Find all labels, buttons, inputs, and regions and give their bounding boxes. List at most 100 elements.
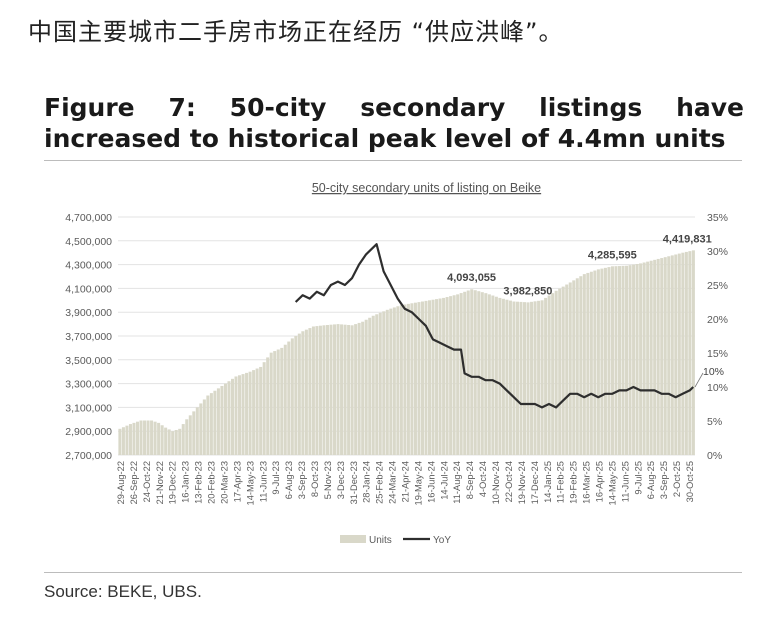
units-bar	[350, 325, 354, 455]
x-tick-label: 13-Feb-23	[194, 461, 204, 504]
units-bar	[128, 424, 132, 455]
x-tick-label: 6-Aug-23	[284, 461, 294, 499]
data-label: 4,093,055	[447, 272, 496, 284]
x-tick-label: 5-Nov-23	[323, 461, 333, 499]
page-headline: 中国主要城市二手房市场正在经历 “供应洪峰”。	[28, 18, 564, 46]
units-bar	[238, 375, 242, 455]
units-bar	[667, 256, 671, 455]
units-bar	[526, 302, 530, 455]
units-bar	[178, 428, 182, 455]
units-bar	[315, 326, 319, 455]
x-tick-label: 14-May-25	[607, 461, 617, 505]
units-bar	[294, 336, 298, 455]
units-bar	[530, 301, 534, 455]
units-bar	[452, 295, 456, 455]
units-bar	[642, 262, 646, 455]
data-label: 4,419,831	[663, 233, 712, 245]
y-tick-label: 3,500,000	[65, 355, 112, 367]
units-bar	[470, 289, 474, 455]
units-bar	[199, 403, 203, 455]
units-bar	[125, 425, 129, 455]
units-bar	[347, 324, 351, 455]
x-tick-label: 24-Oct-22	[142, 461, 152, 502]
units-bar	[269, 352, 273, 455]
units-bar	[582, 274, 586, 455]
x-tick-label: 8-Sep-24	[465, 461, 475, 499]
units-bar	[213, 390, 217, 455]
units-bar	[417, 302, 421, 455]
source-divider	[44, 572, 742, 573]
units-bar	[276, 349, 280, 455]
y2-tick-label: 25%	[707, 280, 728, 292]
units-bar	[230, 378, 235, 455]
units-bar	[297, 333, 301, 455]
units-bar	[614, 266, 618, 455]
y-tick-label: 3,900,000	[65, 307, 112, 319]
units-bar	[625, 265, 629, 455]
units-bar	[501, 298, 505, 455]
x-tick-label: 4-Oct-24	[478, 461, 488, 497]
units-bar	[371, 315, 375, 455]
figure-title: Figure 7: 50-city secondary listings hav…	[44, 93, 744, 153]
units-bar	[445, 297, 449, 455]
units-bar	[290, 338, 294, 455]
units-bar	[220, 385, 224, 455]
units-bar	[143, 420, 147, 455]
data-label: 3,982,850	[503, 285, 552, 297]
units-bar	[146, 420, 150, 455]
units-bar	[449, 296, 453, 455]
units-bar	[336, 324, 340, 455]
legend-units-label: Units	[369, 535, 392, 546]
units-bar	[329, 324, 333, 455]
units-bar	[596, 269, 600, 455]
units-bar	[132, 422, 136, 455]
x-tick-label: 30-Oct-25	[685, 461, 695, 502]
units-bar	[424, 300, 428, 455]
data-label: 4,285,595	[588, 249, 637, 261]
units-bar	[340, 324, 344, 455]
x-tick-label: 11-Feb-25	[556, 461, 566, 503]
units-bar	[171, 431, 175, 455]
units-bar	[635, 264, 639, 455]
x-tick-label: 3-Sep-23	[297, 461, 307, 499]
units-bar	[273, 351, 277, 455]
units-bar	[357, 322, 361, 455]
y-tick-label: 4,300,000	[65, 260, 112, 272]
yoy-marker-leader	[694, 372, 704, 388]
x-tick-label: 21-Nov-22	[155, 461, 165, 504]
units-bar	[442, 297, 446, 455]
units-bar	[551, 293, 555, 455]
units-bar	[505, 299, 509, 455]
units-bar	[593, 270, 597, 455]
units-bar	[681, 252, 685, 455]
units-bar	[121, 427, 125, 455]
units-bar	[420, 301, 424, 455]
units-bar	[537, 300, 541, 455]
x-tick-label: 26-Sep-22	[129, 461, 139, 504]
yoy-line	[294, 243, 695, 409]
units-bar	[333, 324, 337, 455]
units-bar	[354, 324, 358, 455]
y2-tick-label: 20%	[707, 314, 728, 326]
units-bar	[618, 266, 622, 455]
units-bar	[259, 366, 263, 455]
x-tick-label: 8-Oct-23	[310, 461, 320, 497]
units-bar	[118, 428, 122, 455]
units-bar	[167, 429, 171, 455]
x-tick-label: 20-Feb-23	[207, 461, 217, 504]
units-bar	[216, 388, 220, 455]
x-tick-label: 16-Mar-25	[582, 461, 592, 504]
units-bar	[459, 293, 463, 455]
units-bar	[364, 319, 368, 455]
units-bar	[188, 415, 192, 455]
units-bar	[192, 411, 196, 455]
units-bar	[389, 308, 393, 455]
units-bar	[515, 301, 519, 455]
x-tick-label: 10-Nov-24	[491, 461, 501, 504]
units-bar	[653, 259, 657, 455]
units-bar	[565, 284, 569, 455]
units-bar	[241, 374, 245, 455]
x-tick-label: 16-Jan-23	[181, 461, 191, 503]
x-tick-label: 14-Jan-25	[543, 461, 553, 503]
units-bar	[579, 276, 583, 455]
